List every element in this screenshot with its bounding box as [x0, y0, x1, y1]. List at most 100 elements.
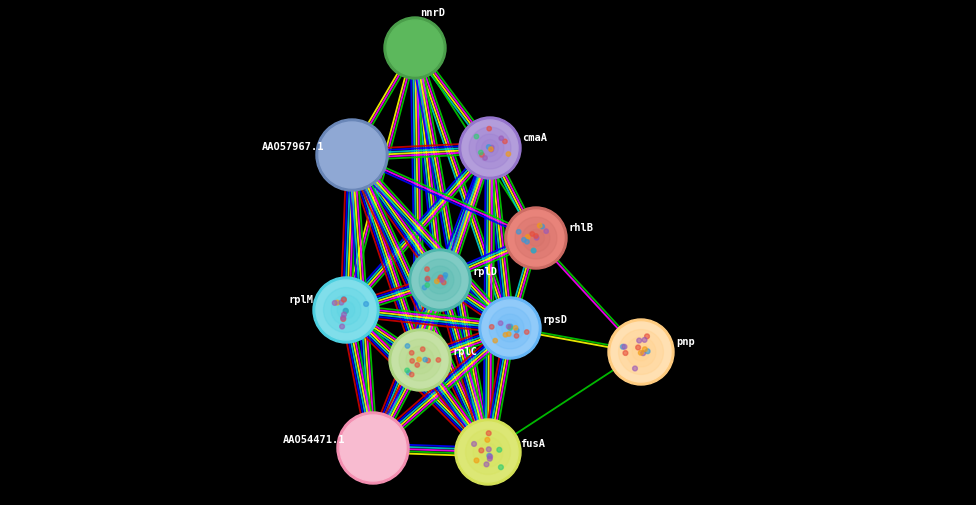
- Circle shape: [505, 207, 567, 269]
- Circle shape: [462, 120, 518, 176]
- Circle shape: [481, 139, 499, 157]
- Circle shape: [528, 230, 545, 246]
- Circle shape: [426, 276, 429, 281]
- Circle shape: [455, 419, 521, 485]
- Circle shape: [313, 277, 379, 343]
- Circle shape: [425, 283, 429, 287]
- Circle shape: [341, 317, 346, 321]
- Circle shape: [426, 266, 454, 294]
- Circle shape: [531, 248, 536, 253]
- Circle shape: [331, 295, 361, 325]
- Text: AAO54471.1: AAO54471.1: [283, 435, 346, 445]
- Circle shape: [544, 229, 549, 233]
- Circle shape: [441, 280, 446, 285]
- Circle shape: [339, 300, 344, 305]
- Circle shape: [508, 210, 564, 266]
- Circle shape: [335, 300, 340, 305]
- Circle shape: [319, 122, 385, 188]
- Circle shape: [531, 248, 536, 252]
- Circle shape: [513, 326, 518, 330]
- Circle shape: [344, 308, 348, 313]
- Circle shape: [486, 431, 491, 436]
- Circle shape: [636, 338, 641, 343]
- Circle shape: [474, 134, 478, 139]
- Circle shape: [405, 344, 410, 348]
- Text: rplC: rplC: [452, 347, 477, 357]
- Circle shape: [525, 239, 529, 244]
- Circle shape: [484, 462, 489, 467]
- Circle shape: [333, 300, 337, 306]
- Circle shape: [410, 359, 415, 363]
- Text: rhlB: rhlB: [568, 223, 593, 233]
- Circle shape: [642, 347, 647, 351]
- Circle shape: [410, 372, 414, 377]
- Circle shape: [641, 351, 645, 356]
- Circle shape: [337, 301, 355, 319]
- Circle shape: [423, 358, 427, 362]
- Circle shape: [487, 457, 492, 461]
- Circle shape: [488, 454, 493, 459]
- Circle shape: [364, 301, 369, 307]
- Circle shape: [384, 17, 446, 79]
- Circle shape: [507, 324, 510, 329]
- Circle shape: [621, 344, 626, 349]
- Text: AAO57967.1: AAO57967.1: [262, 142, 324, 152]
- Circle shape: [316, 119, 388, 191]
- Circle shape: [514, 334, 519, 338]
- Circle shape: [480, 153, 484, 157]
- Circle shape: [344, 309, 348, 314]
- Circle shape: [471, 441, 476, 446]
- Circle shape: [438, 275, 443, 280]
- Circle shape: [436, 358, 440, 362]
- Circle shape: [515, 217, 557, 259]
- Circle shape: [323, 287, 369, 332]
- Circle shape: [486, 144, 491, 149]
- Circle shape: [485, 437, 490, 442]
- Text: pnp: pnp: [676, 337, 695, 347]
- Circle shape: [459, 117, 521, 179]
- Circle shape: [342, 297, 346, 302]
- Text: cmaA: cmaA: [522, 133, 547, 143]
- Circle shape: [458, 422, 518, 482]
- Circle shape: [514, 328, 519, 333]
- Circle shape: [487, 453, 492, 458]
- Circle shape: [337, 412, 409, 484]
- Circle shape: [469, 127, 511, 169]
- Circle shape: [642, 337, 647, 342]
- Circle shape: [538, 223, 542, 228]
- Circle shape: [623, 350, 628, 356]
- Circle shape: [316, 280, 376, 340]
- Circle shape: [340, 415, 406, 481]
- Circle shape: [632, 366, 637, 371]
- Circle shape: [503, 139, 508, 143]
- Circle shape: [489, 307, 531, 349]
- Circle shape: [626, 337, 656, 367]
- Circle shape: [437, 277, 442, 282]
- Circle shape: [507, 332, 511, 336]
- Text: fusA: fusA: [520, 439, 545, 449]
- Circle shape: [479, 297, 541, 359]
- Circle shape: [499, 136, 504, 140]
- Circle shape: [426, 278, 429, 282]
- Circle shape: [490, 325, 494, 329]
- Circle shape: [342, 312, 346, 317]
- Circle shape: [340, 324, 345, 329]
- Text: rplM: rplM: [288, 295, 313, 305]
- Circle shape: [425, 267, 429, 271]
- Circle shape: [496, 314, 524, 342]
- Circle shape: [522, 237, 526, 242]
- Circle shape: [489, 147, 494, 152]
- Circle shape: [478, 150, 483, 155]
- Circle shape: [502, 320, 518, 336]
- Circle shape: [405, 368, 409, 373]
- Circle shape: [516, 230, 521, 234]
- Circle shape: [392, 332, 448, 388]
- Circle shape: [489, 147, 493, 152]
- Circle shape: [540, 224, 545, 229]
- Circle shape: [439, 278, 444, 282]
- Circle shape: [524, 330, 529, 334]
- Circle shape: [419, 259, 461, 301]
- Circle shape: [525, 235, 530, 239]
- Circle shape: [342, 297, 346, 301]
- Circle shape: [482, 300, 538, 356]
